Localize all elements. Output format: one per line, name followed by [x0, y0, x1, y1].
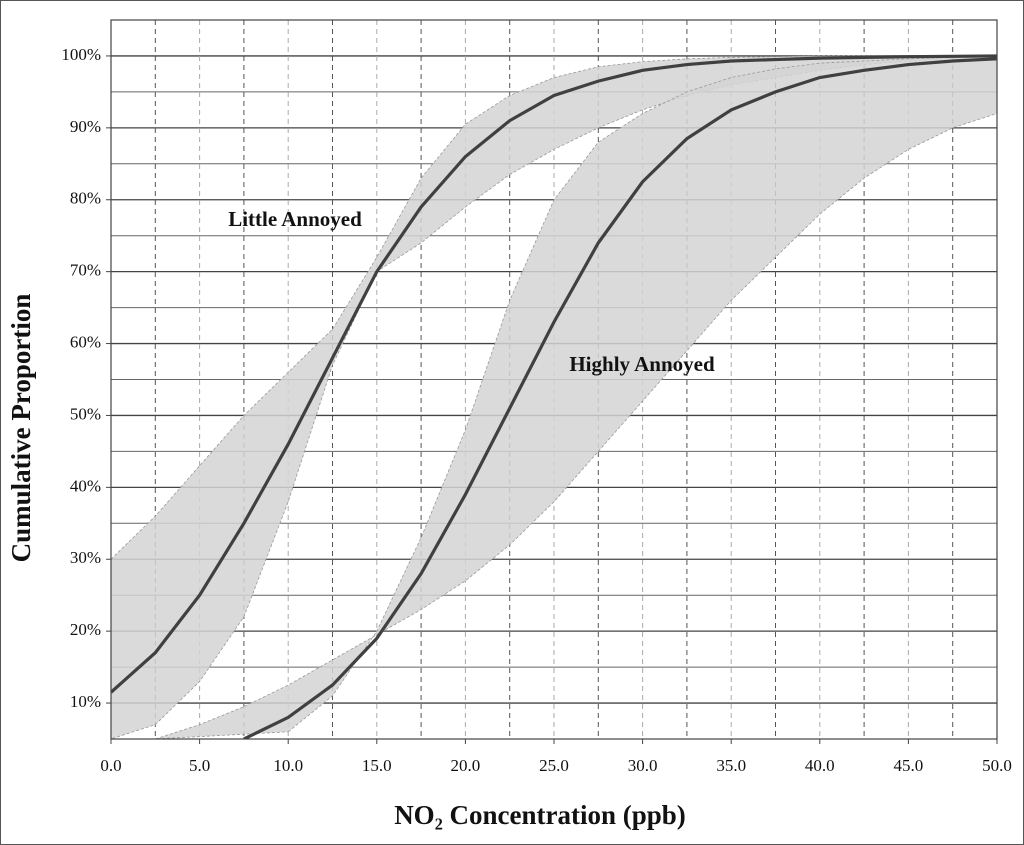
x-tick-label: 0.0 — [100, 756, 121, 775]
y-tick-label: 30% — [70, 548, 101, 567]
line — [111, 54, 997, 694]
y-tick-label: 80% — [70, 189, 101, 208]
x-tick-label: 50.0 — [982, 756, 1012, 775]
x-tick-label: 35.0 — [716, 756, 746, 775]
y-tick-label: 100% — [61, 45, 101, 64]
lines — [111, 54, 997, 739]
x-axis-label: NO₂ Concentration (ppb) — [394, 800, 686, 830]
series-label: Highly Annoyed — [569, 352, 715, 376]
series-label: Little Annoyed — [228, 207, 362, 231]
y-tick-label: 10% — [70, 692, 101, 711]
y-tick-label: 20% — [70, 620, 101, 639]
x-tick-label: 30.0 — [628, 756, 658, 775]
x-tick-label: 25.0 — [539, 756, 569, 775]
x-tick-label: 45.0 — [894, 756, 924, 775]
y-tick-label: 90% — [70, 117, 101, 136]
line — [243, 57, 997, 739]
y-tick-label: 70% — [70, 261, 101, 280]
x-tick-label: 20.0 — [451, 756, 481, 775]
y-tick-label: 50% — [70, 404, 101, 423]
x-tick-label: 15.0 — [362, 756, 392, 775]
confidence-band — [155, 56, 997, 739]
x-tick-label: 10.0 — [273, 756, 303, 775]
labels: 10% 20% 30% 40% 50% 60% 70% 80% 90% 100% 0.0 5.0 10.… — [61, 45, 1012, 775]
x-tick-label: 40.0 — [805, 756, 835, 775]
x-tick-label: 5.0 — [189, 756, 210, 775]
y-axis-label: Cumulative Proportion — [6, 294, 36, 563]
y-tick-label: 40% — [70, 476, 101, 495]
y-tick-label: 60% — [70, 332, 101, 351]
